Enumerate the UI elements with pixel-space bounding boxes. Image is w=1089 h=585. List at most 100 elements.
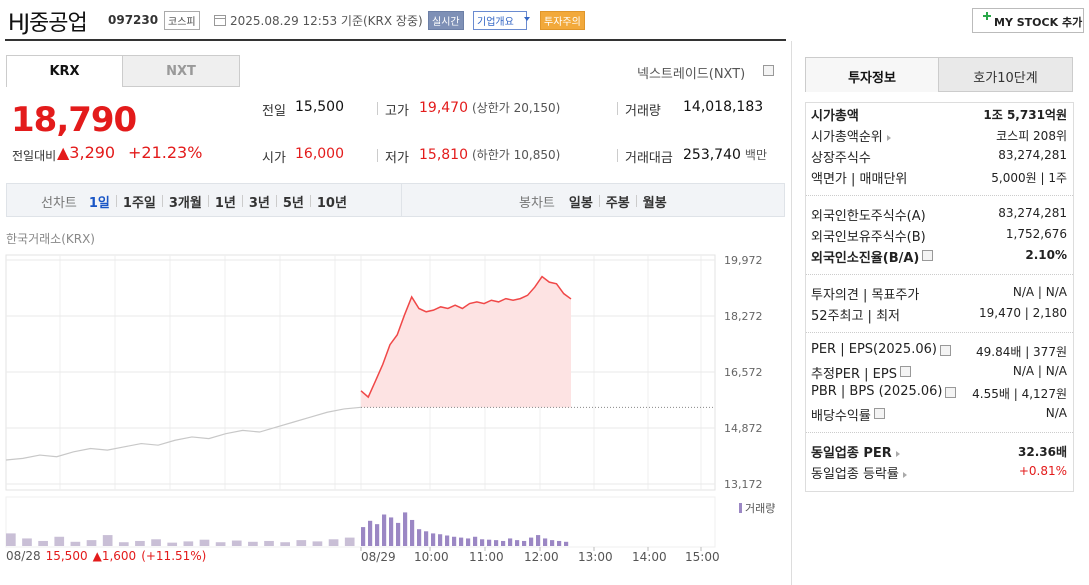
volume-bar — [280, 542, 290, 546]
info-value: 19,470 | 2,180 — [978, 306, 1067, 320]
price-line — [5, 406, 362, 461]
volume-bar — [431, 533, 436, 546]
candle-button[interactable]: 일봉 — [568, 196, 593, 211]
help-icon[interactable] — [939, 345, 951, 356]
info-label[interactable]: 동일업종 PER — [811, 442, 900, 461]
period-button[interactable]: 3년 — [248, 196, 270, 211]
link-arrow[interactable] — [886, 134, 891, 141]
volume-bar — [135, 540, 145, 546]
change-pct: +21.23% — [128, 143, 203, 162]
link-arrow[interactable] — [895, 450, 900, 457]
side-tab[interactable]: 호가10단계 — [938, 57, 1073, 92]
info-label: 52주최고 | 최저 — [811, 309, 900, 324]
help-icon[interactable] — [922, 250, 934, 261]
prev-change: ▲1,600 — [92, 549, 137, 563]
volume-bar — [480, 539, 485, 546]
period-button[interactable]: 1일 — [88, 196, 110, 211]
volume-bar — [22, 538, 32, 546]
help-icon[interactable] — [899, 366, 911, 377]
stock-name[interactable]: HJ중공업 — [8, 11, 88, 36]
volume-bar — [183, 541, 194, 546]
volume-bar — [438, 534, 443, 546]
stock-code: 097230 — [108, 13, 159, 27]
volume-bar — [424, 531, 429, 546]
period-button[interactable]: 1주일 — [122, 196, 156, 211]
help-icon[interactable] — [763, 65, 774, 76]
volume-legend-swatch — [739, 503, 742, 513]
stat-divider — [617, 102, 618, 115]
stat-value: 16,000 — [295, 146, 344, 162]
info-label: 상장주식수 — [811, 151, 871, 166]
volume-bar — [550, 540, 555, 546]
volume-bar — [368, 520, 373, 546]
stat-label: 시가 — [262, 151, 286, 166]
market-badge: 코스피 — [164, 11, 200, 30]
side-tab[interactable]: 투자정보 — [805, 57, 939, 92]
prev-change-pct: (+11.51%) — [141, 549, 207, 563]
header-badge[interactable]: 투자주의 — [540, 11, 585, 30]
plus-icon — [986, 12, 988, 20]
volume-bar — [328, 539, 339, 546]
volume-bar — [410, 519, 415, 546]
info-label[interactable]: 시가총액순위 — [811, 126, 891, 145]
stat-number: 253,740 — [683, 147, 741, 163]
volume-bar — [389, 517, 394, 546]
link-arrow[interactable] — [902, 471, 907, 478]
volume-bar — [445, 535, 450, 546]
header-badge[interactable]: 기업개요 — [473, 11, 527, 30]
candle-button[interactable]: 월봉 — [642, 196, 667, 211]
period-group: 선차트 1일 1주일 3개월 1년 3년 5년 10년 — [41, 192, 347, 211]
volume-bar — [86, 540, 97, 546]
volume-bar — [231, 540, 242, 546]
market-tab[interactable]: KRX — [6, 55, 123, 87]
chart-source: 한국거래소(KRX) — [6, 232, 95, 246]
my-stock-button[interactable]: MY STOCK 추가 — [972, 8, 1084, 33]
info-label: 외국인소진율(B/A) — [811, 251, 920, 266]
volume-bar — [344, 537, 355, 546]
info-value: 1조 5,731억원 — [983, 108, 1067, 122]
volume-bar — [54, 536, 65, 546]
volume-bar — [70, 541, 81, 546]
stat-label: 전일 — [262, 104, 286, 119]
period-button[interactable]: 1년 — [214, 196, 236, 211]
stat-number: 19,470 — [419, 100, 468, 116]
toolbar-sep — [275, 195, 277, 207]
info-value: 4.55배 | 4,127원 — [972, 387, 1067, 401]
volume-bar — [536, 535, 541, 546]
volume-bar — [529, 537, 534, 546]
toolbar-sep — [309, 195, 311, 207]
header-badge[interactable]: 실시간 — [428, 11, 464, 30]
nxt-link[interactable]: 넥스트레이드(NXT) — [637, 67, 746, 82]
volume-bar — [151, 539, 161, 546]
change-label: 전일대비 — [12, 149, 57, 163]
volume-bar — [118, 542, 129, 546]
help-icon[interactable] — [945, 387, 957, 398]
info-label[interactable]: 동일업종 등락률 — [811, 463, 907, 482]
help-icon[interactable] — [873, 408, 885, 419]
prev-close: 15,500 — [45, 549, 88, 563]
volume-bar — [515, 540, 520, 546]
info-label: 투자의견 | 목표주가 — [811, 288, 920, 303]
info-value: 1,752,676 — [1005, 227, 1067, 241]
candle-button[interactable]: 주봉 — [605, 196, 630, 211]
info-value: N/A | N/A — [1012, 285, 1067, 299]
volume-bar — [487, 539, 492, 546]
x-tick-label: 10:00 — [414, 550, 449, 564]
price-area — [361, 276, 571, 408]
stat-number: 14,018,183 — [683, 99, 764, 115]
stat-divider — [377, 149, 378, 162]
prev-day-summary: 08/28 15,500 ▲1,600 (+11.51%) — [6, 549, 206, 563]
period-button[interactable]: 10년 — [316, 196, 347, 211]
panel-divider — [791, 41, 792, 585]
button-text[interactable]: MY STOCK 추가 — [994, 16, 1083, 29]
header-rule — [5, 39, 786, 41]
stat-number: 15,500 — [295, 99, 344, 115]
group-separator — [806, 432, 1073, 433]
market-tab[interactable]: NXT — [122, 55, 240, 87]
change-value: ▲3,290 — [57, 143, 116, 162]
period-button[interactable]: 5년 — [282, 196, 304, 211]
toolbar-sep — [635, 195, 637, 207]
x-tick-label: 15:00 — [685, 550, 720, 564]
period-button[interactable]: 3개월 — [168, 196, 202, 211]
